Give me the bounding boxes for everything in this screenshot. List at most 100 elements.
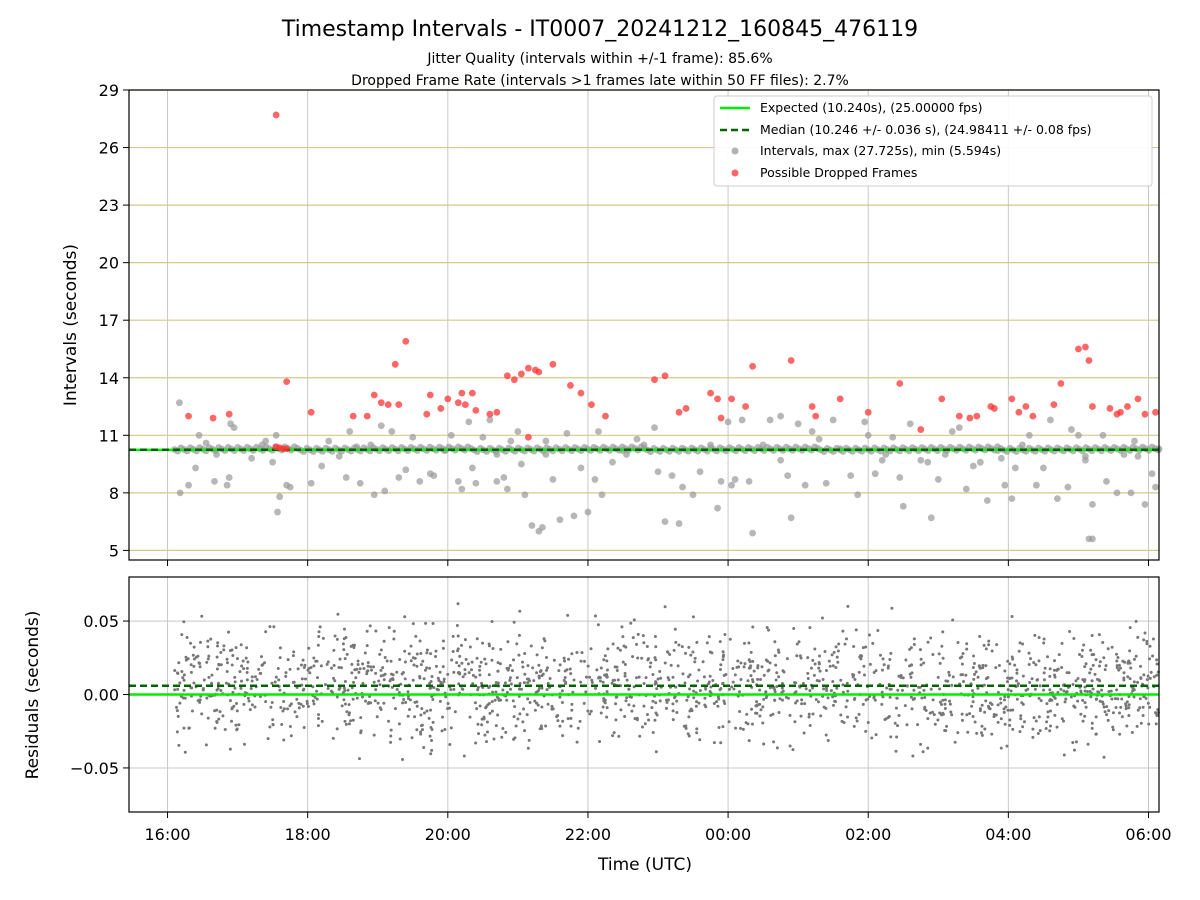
residual-point xyxy=(1097,633,1101,637)
residual-point xyxy=(646,658,650,662)
residual-point xyxy=(369,701,373,705)
residual-point xyxy=(363,651,367,655)
residual-point xyxy=(422,677,426,681)
residual-point xyxy=(435,687,439,691)
residual-point xyxy=(941,630,945,634)
residual-point xyxy=(1134,619,1138,623)
residual-point xyxy=(984,699,988,703)
residual-point xyxy=(198,665,202,669)
residual-point xyxy=(890,606,894,610)
residual-point xyxy=(512,620,516,624)
residual-point xyxy=(866,720,870,724)
interval-point xyxy=(542,451,550,458)
residual-point xyxy=(1102,656,1106,660)
residual-point xyxy=(743,662,747,666)
residual-point xyxy=(926,746,930,750)
residual-point xyxy=(793,720,797,724)
interval-point xyxy=(738,416,746,424)
residual-point xyxy=(305,699,309,703)
residual-point xyxy=(1018,641,1022,645)
residual-point xyxy=(822,705,826,709)
residual-point xyxy=(738,709,742,713)
residual-point xyxy=(777,650,781,654)
residual-point xyxy=(612,731,616,735)
dropped-frame-point xyxy=(742,403,749,410)
residual-point xyxy=(854,716,858,720)
residual-point xyxy=(579,659,583,663)
residual-point xyxy=(845,699,849,703)
dropped-frame-point xyxy=(1085,357,1093,364)
residual-point xyxy=(467,671,471,675)
residual-point xyxy=(1127,695,1131,699)
residual-point xyxy=(852,697,856,701)
residual-point xyxy=(566,717,570,721)
residual-point xyxy=(329,689,333,693)
residual-point xyxy=(777,711,781,715)
residual-point xyxy=(665,650,669,654)
interval-point xyxy=(1068,426,1075,433)
residual-point xyxy=(1096,690,1100,694)
residual-point xyxy=(1083,689,1087,693)
residual-point xyxy=(1118,711,1122,715)
residual-point xyxy=(341,642,345,646)
residual-point xyxy=(500,735,504,739)
residual-point xyxy=(1057,653,1061,657)
residual-point xyxy=(659,676,663,680)
residual-point xyxy=(1129,666,1133,670)
residual-point xyxy=(987,643,991,647)
bottom-x-tick-label: 04:00 xyxy=(985,825,1031,844)
bottom-x-tick-label: 00:00 xyxy=(705,825,751,844)
bottom-x-tick-label: 06:00 xyxy=(1125,825,1171,844)
residual-point xyxy=(350,686,354,690)
residual-point xyxy=(749,650,753,654)
residual-point xyxy=(704,687,708,691)
interval-point xyxy=(997,454,1005,462)
residual-point xyxy=(973,720,977,724)
residual-point xyxy=(1006,695,1010,699)
residual-point xyxy=(1089,648,1093,652)
residual-point xyxy=(207,675,211,679)
residual-point xyxy=(781,669,785,673)
residual-point xyxy=(270,681,274,685)
residual-point xyxy=(971,695,975,699)
residual-point xyxy=(1088,671,1092,675)
residual-point xyxy=(958,656,962,660)
residual-point xyxy=(1138,697,1142,701)
residual-point xyxy=(844,705,848,709)
residual-point xyxy=(1055,702,1059,706)
residual-point xyxy=(402,697,406,701)
residual-point xyxy=(819,714,823,718)
residual-point xyxy=(526,664,530,668)
residual-point xyxy=(480,723,484,727)
residual-point xyxy=(723,701,727,705)
residual-point xyxy=(669,663,673,667)
interval-point xyxy=(777,456,785,464)
residual-point xyxy=(1094,715,1098,719)
residual-point xyxy=(962,680,966,684)
residual-point xyxy=(216,644,220,648)
residual-point xyxy=(264,630,268,634)
residual-point xyxy=(1117,668,1121,672)
residual-point xyxy=(841,683,845,687)
dropped-frame-point xyxy=(510,376,518,384)
residual-point xyxy=(432,686,436,690)
residual-point xyxy=(1046,710,1050,714)
residual-point xyxy=(180,669,184,673)
residual-point xyxy=(737,690,741,694)
residual-point xyxy=(861,702,865,706)
residual-point xyxy=(1048,699,1052,703)
residual-point xyxy=(475,656,479,660)
residual-point xyxy=(668,652,672,656)
residual-point xyxy=(1028,657,1032,661)
residual-point xyxy=(352,680,356,684)
residual-point xyxy=(691,650,695,654)
residual-point xyxy=(1126,675,1130,679)
residual-point xyxy=(1015,671,1019,675)
residual-point xyxy=(297,706,301,710)
residual-point xyxy=(557,669,561,673)
residual-point xyxy=(495,695,499,699)
residual-point xyxy=(719,663,723,667)
residual-point xyxy=(206,645,210,649)
residual-point xyxy=(480,681,484,685)
residual-point xyxy=(987,639,991,643)
